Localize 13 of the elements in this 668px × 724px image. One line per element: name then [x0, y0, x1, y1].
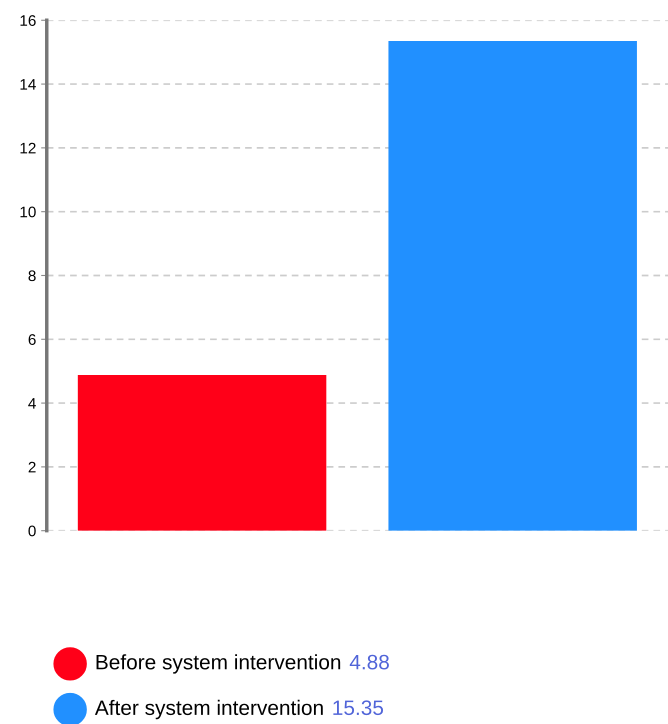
y-tick-label: 0	[28, 526, 36, 536]
y-tick-label: 6	[28, 334, 36, 345]
text: 15.35	[333, 700, 384, 716]
legend-label: After system intervention	[94, 700, 323, 720]
text: 4.88	[350, 654, 389, 670]
y-tick-label: 10	[20, 206, 36, 218]
y-tick-label: 4	[28, 398, 36, 409]
y-tick-label: 8	[28, 270, 36, 282]
y-tick-label: 12	[20, 142, 36, 154]
y-tick-label: 2	[28, 462, 36, 472]
y-tick-label: 14	[20, 79, 36, 90]
legend-label: Before system intervention	[96, 654, 340, 674]
y-tick-label: 16	[20, 15, 36, 26]
